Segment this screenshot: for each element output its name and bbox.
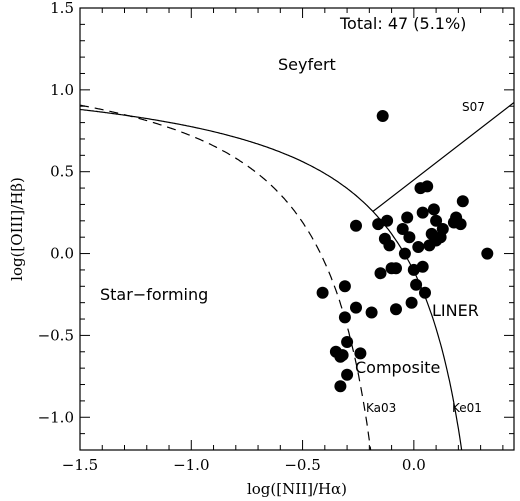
data-point bbox=[403, 231, 416, 244]
data-point bbox=[341, 368, 354, 381]
y-tick-label: −1.0 bbox=[38, 408, 74, 426]
ka03-curve bbox=[80, 104, 372, 450]
s07-label: S07 bbox=[462, 100, 485, 114]
y-tick-label: 0.5 bbox=[50, 163, 74, 181]
data-point bbox=[381, 214, 394, 227]
data-point bbox=[376, 110, 389, 122]
seyfert-label: Seyfert bbox=[278, 55, 336, 74]
data-point bbox=[336, 349, 349, 362]
data-point bbox=[412, 241, 425, 253]
data-point bbox=[456, 195, 469, 208]
data-point bbox=[416, 206, 429, 219]
star-forming-label: Star−forming bbox=[100, 285, 208, 304]
liner-label: LINER bbox=[432, 301, 479, 320]
axis-ticks bbox=[79, 7, 514, 451]
data-point bbox=[350, 301, 362, 314]
x-axis-label: log([NII]/Hα) bbox=[247, 480, 347, 498]
data-point bbox=[338, 280, 351, 293]
data-point bbox=[436, 223, 449, 235]
data-point bbox=[374, 267, 387, 280]
composite-label: Composite bbox=[355, 358, 440, 377]
data-point bbox=[401, 211, 414, 224]
data-point bbox=[396, 223, 409, 235]
y-axis-label: log([OIII]/Hβ) bbox=[8, 177, 26, 281]
data-point bbox=[405, 296, 418, 309]
ka03-label: Ka03 bbox=[366, 401, 396, 415]
data-point bbox=[350, 219, 362, 232]
y-tick-labels: −1.0 −0.5 0.0 0.5 1.0 1.5 bbox=[38, 0, 74, 426]
data-point bbox=[427, 203, 440, 216]
x-tick-labels: −1.5 −1.0 −0.5 0.0 bbox=[62, 456, 426, 474]
data-point bbox=[416, 260, 429, 273]
data-point bbox=[481, 247, 494, 260]
data-point bbox=[419, 286, 431, 299]
data-point bbox=[338, 311, 351, 324]
data-point bbox=[410, 278, 423, 291]
y-tick-label: −0.5 bbox=[38, 326, 74, 344]
plot-frame bbox=[79, 7, 515, 451]
data-points bbox=[316, 110, 494, 393]
s07-line bbox=[372, 102, 514, 212]
data-point bbox=[430, 214, 443, 227]
data-point bbox=[390, 262, 402, 275]
x-tick-label: −1.0 bbox=[173, 456, 209, 474]
x-tick-label: 0.0 bbox=[402, 456, 426, 474]
y-tick-label: 0.0 bbox=[50, 245, 74, 263]
data-point bbox=[398, 247, 411, 260]
data-point bbox=[354, 347, 367, 360]
total-label: Total: 47 (5.1%) bbox=[339, 14, 466, 33]
data-point bbox=[383, 239, 396, 252]
data-point bbox=[334, 380, 347, 393]
data-point bbox=[365, 306, 378, 319]
data-point bbox=[454, 218, 467, 231]
y-tick-label: 1.5 bbox=[50, 0, 74, 17]
data-point bbox=[421, 180, 434, 193]
ke01-label: Ke01 bbox=[452, 401, 482, 415]
data-point bbox=[316, 286, 329, 299]
y-tick-label: 1.0 bbox=[50, 81, 74, 99]
x-tick-label: −0.5 bbox=[284, 456, 320, 474]
x-tick-label: −1.5 bbox=[62, 456, 98, 474]
data-point bbox=[341, 336, 354, 348]
data-point bbox=[390, 303, 402, 316]
